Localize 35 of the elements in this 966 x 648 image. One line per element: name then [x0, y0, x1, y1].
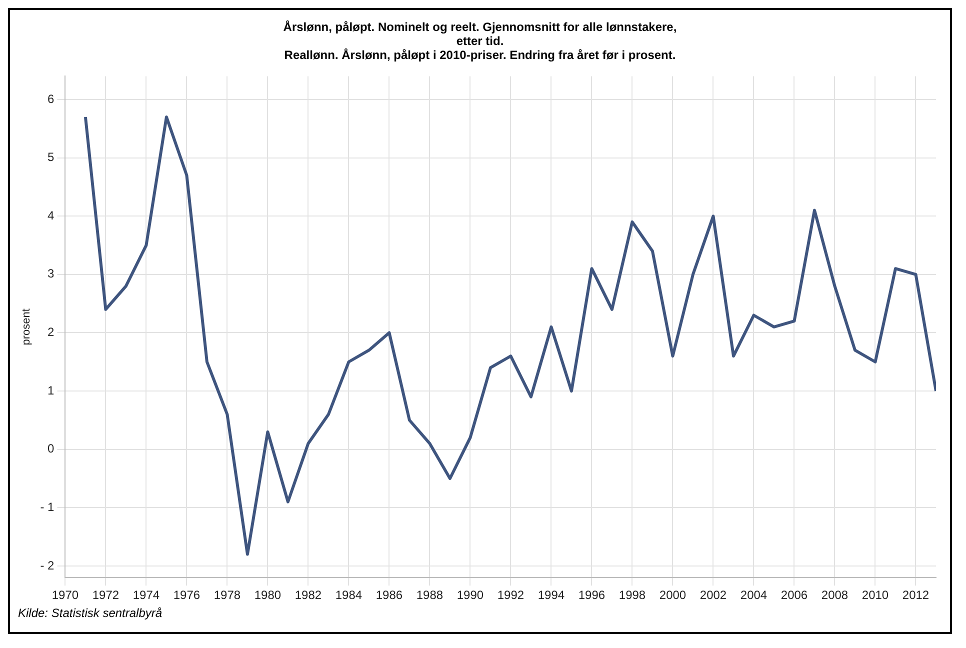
x-tick-label: 1990 [456, 588, 484, 602]
x-tick-label: 1976 [173, 588, 200, 602]
x-tick-label: 1996 [578, 588, 606, 602]
y-axis-title: prosent [20, 308, 33, 346]
x-tick-label: 1984 [335, 588, 362, 602]
chart-title: Årslønn, påløpt. Nominelt og reelt. Gjennomsnitt for alle lønnstakere, etter tid. [282, 20, 678, 48]
y-tick-label: - 2 [40, 558, 55, 572]
x-tick-label: 1978 [214, 588, 241, 602]
x-tick-label: 2006 [780, 588, 808, 602]
x-tick-label: 1994 [538, 588, 565, 602]
x-tick-label: 2002 [700, 588, 727, 602]
x-tick-label: 1986 [376, 588, 403, 602]
y-tick-label: 5 [48, 150, 55, 164]
y-tick-label: 6 [48, 92, 55, 106]
text: Kilde: Statistisk sentralbyrå [18, 606, 164, 620]
x-tick-label: 1974 [132, 588, 160, 602]
y-tick-label: - 1 [40, 500, 55, 514]
y-tick-label: 0 [48, 442, 55, 456]
x-tick-label: 2012 [902, 588, 930, 602]
y-tick-label: 3 [48, 266, 55, 281]
x-tick-label: 1970 [52, 588, 79, 602]
x-tick-label: 2008 [821, 588, 848, 602]
x-tick-label: 2010 [862, 588, 889, 602]
x-tick-label: 1988 [416, 588, 444, 602]
chart-subtitle: Reallønn. Årslønn, påløpt i 2010-priser. Endring fra året før i prosent. [283, 48, 677, 62]
y-tick-label: 1 [48, 383, 55, 398]
y-tick-label: 4 [48, 208, 55, 222]
x-tick-label: 1980 [254, 588, 282, 602]
x-tick-label: 1982 [294, 588, 322, 602]
x-tick-label: 1972 [92, 588, 120, 602]
x-tick-label: 1998 [618, 588, 646, 602]
x-tick-label: 2000 [659, 588, 686, 602]
x-tick-label: 1992 [497, 588, 524, 602]
y-tick-label: 2 [48, 325, 55, 340]
x-tick-label: 2004 [740, 588, 768, 602]
